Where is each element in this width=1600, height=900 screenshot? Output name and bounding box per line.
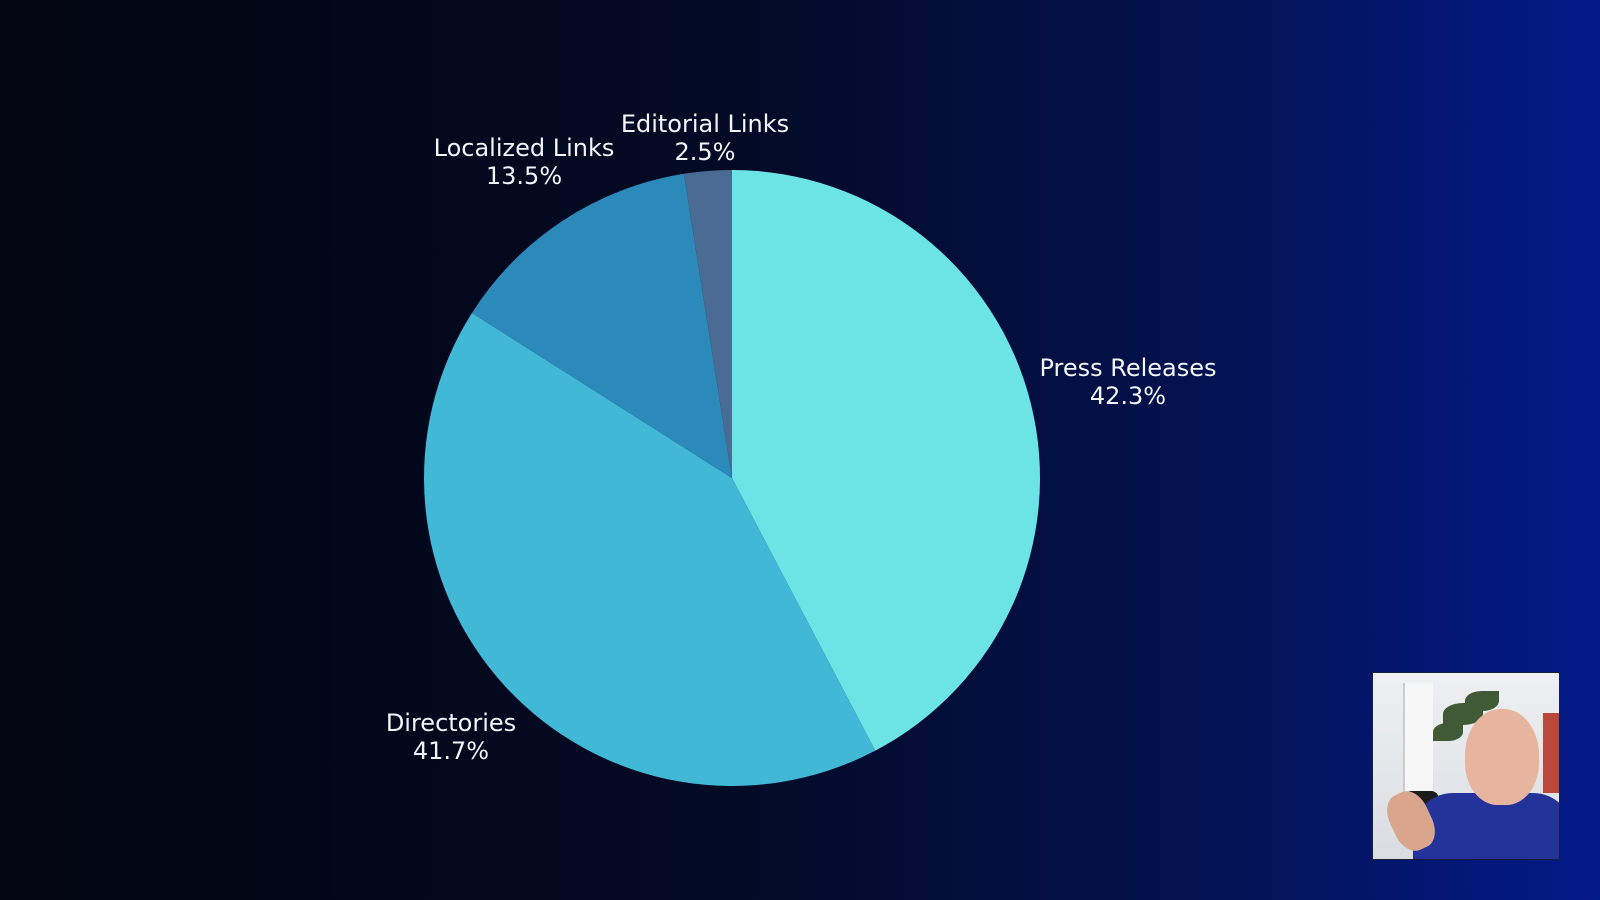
pie-slice-press-releases (732, 170, 1040, 751)
pie-slice-editorial-links (683, 170, 732, 478)
slice-percent: 41.7% (412, 737, 490, 765)
slice-label-press-releases: Press Releases 42.3% (1039, 354, 1216, 410)
slice-percent: 42.3% (1089, 382, 1167, 410)
slice-name: Press Releases (1039, 354, 1217, 382)
pie-slice-localized-links (471, 173, 732, 478)
slice-name: Directories (385, 709, 517, 737)
slice-name: Localized Links (433, 134, 615, 162)
slice-percent: 13.5% (485, 162, 563, 190)
pie-slice-directories (424, 312, 876, 786)
slice-name: Editorial Links (620, 110, 790, 138)
slice-label-directories: Directories 41.7% (386, 709, 516, 765)
slice-label-localized-links: Localized Links 13.5% (434, 134, 615, 190)
presenter-webcam-overlay (1372, 672, 1560, 860)
slice-percent: 2.5% (674, 138, 736, 166)
slice-label-editorial-links: Editorial Links 2.5% (621, 110, 789, 166)
